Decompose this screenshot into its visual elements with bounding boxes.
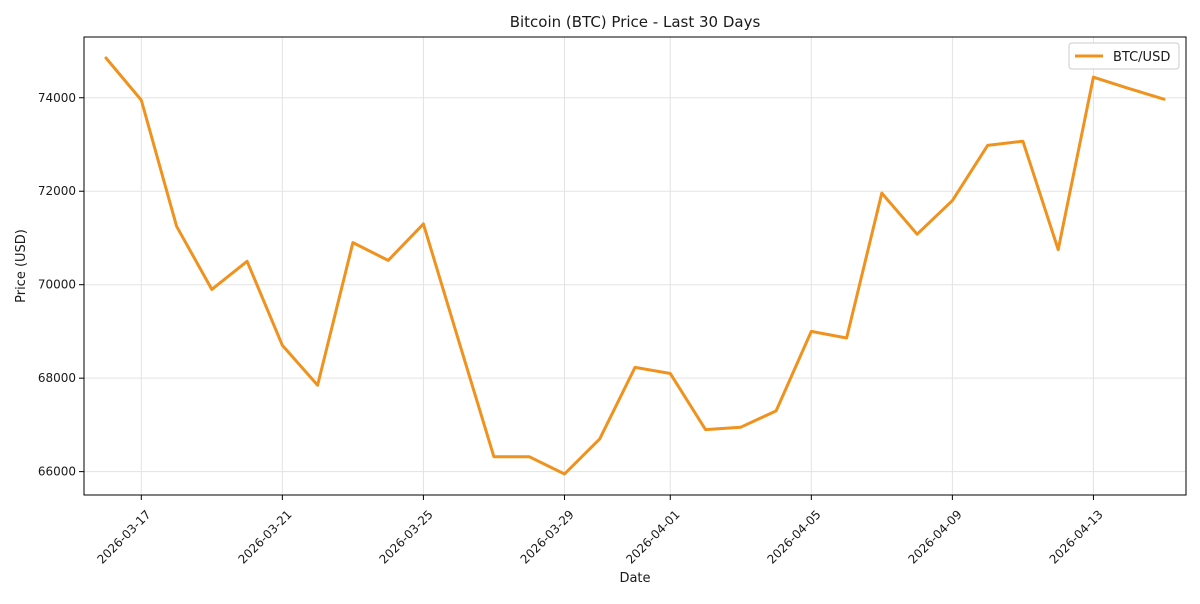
legend-box <box>1068 42 1180 70</box>
y-tick-label: 70000 <box>38 278 76 292</box>
x-tick-label: 2026-04-09 <box>905 507 964 566</box>
legend-label: BTC/USD <box>1113 50 1170 65</box>
x-tick-label: 2026-03-29 <box>518 507 577 566</box>
y-axis-ticks: 66000 68000 70000 72000 74000 <box>38 91 84 479</box>
y-tick-label: 66000 <box>38 465 76 479</box>
grid <box>84 37 1186 495</box>
chart-title: Bitcoin (BTC) Price - Last 30 Days <box>510 13 761 31</box>
y-axis-title: Price (USD) <box>14 229 29 303</box>
y-tick-label: 72000 <box>38 184 76 198</box>
x-axis-ticks: 2026-03-17 2026-03-21 2026-03-25 2026-03-29… <box>94 495 1106 567</box>
series-layer <box>104 56 1166 476</box>
x-tick-label: 2026-04-01 <box>623 507 682 566</box>
y-tick-label: 74000 <box>38 91 76 105</box>
x-tick-label: 2026-04-13 <box>1047 507 1106 566</box>
plot-frame <box>83 36 1187 496</box>
x-axis-title: Date <box>619 571 650 586</box>
x-tick-label: 2026-03-17 <box>94 507 153 566</box>
x-tick-label: 2026-03-21 <box>235 507 294 566</box>
legend: BTC/USD <box>1068 42 1180 70</box>
x-tick-label: 2026-03-25 <box>377 507 436 566</box>
series-line <box>104 56 1166 476</box>
y-tick-label: 68000 <box>38 371 76 385</box>
x-tick-label: 2026-04-05 <box>764 507 823 566</box>
